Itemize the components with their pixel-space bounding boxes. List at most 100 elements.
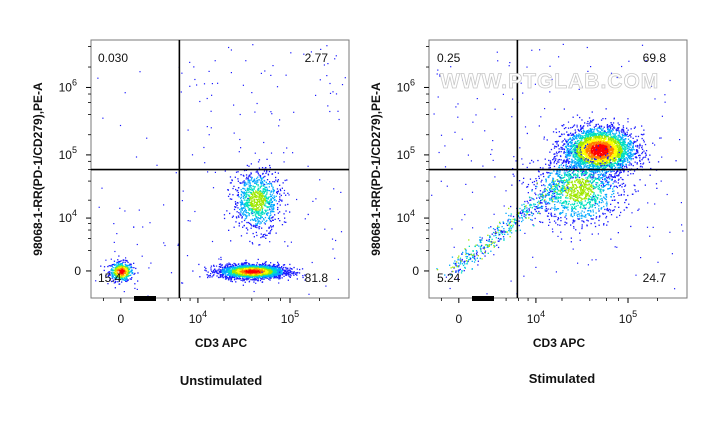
event-dot <box>131 272 134 274</box>
event-dot <box>283 269 285 271</box>
event-dot <box>286 268 289 270</box>
event-dot <box>111 269 114 271</box>
event-dot <box>239 208 241 211</box>
event-dot <box>251 218 253 220</box>
event-dot <box>114 287 116 289</box>
event-dot <box>121 264 123 266</box>
event-dot <box>257 276 259 279</box>
event-dot <box>256 279 258 281</box>
event-dot <box>263 269 265 271</box>
event-dot <box>120 276 122 279</box>
event-dot <box>253 188 255 190</box>
event-dot <box>232 273 234 276</box>
event-dot <box>112 267 114 269</box>
event-dot <box>263 141 265 144</box>
event-dot <box>567 151 570 153</box>
event-dot <box>647 159 650 161</box>
event-dot <box>232 267 235 269</box>
event-dot <box>277 212 279 214</box>
event-dot <box>601 167 604 169</box>
event-dot <box>226 269 229 272</box>
event-dot <box>234 273 236 275</box>
event-dot <box>253 205 256 207</box>
event-dot <box>256 182 258 184</box>
event-dot <box>257 196 259 198</box>
event-dot <box>262 277 265 279</box>
event-dot <box>120 263 122 265</box>
event-dot <box>264 188 266 191</box>
event-dot <box>109 279 111 282</box>
event-dot <box>242 276 244 278</box>
event-dot <box>254 111 256 113</box>
event-dot <box>558 150 560 153</box>
event-dot <box>255 225 257 227</box>
event-dot <box>566 144 568 146</box>
event-dot <box>609 128 612 130</box>
event-dot <box>275 179 277 181</box>
event-dot <box>246 188 249 191</box>
event-dot <box>582 156 585 158</box>
event-dot <box>287 270 289 273</box>
event-dot <box>229 267 231 270</box>
event-dot <box>268 186 270 188</box>
event-dot <box>230 182 232 184</box>
event-dot <box>278 264 280 267</box>
event-dot <box>259 265 261 267</box>
event-dot <box>266 265 268 268</box>
event-dot <box>265 194 267 196</box>
event-dot <box>123 271 126 273</box>
event-dot <box>623 171 625 173</box>
event-dot <box>276 191 278 193</box>
event-dot <box>649 154 651 156</box>
event-dot <box>259 194 261 196</box>
event-dot <box>260 179 262 181</box>
event-dot <box>253 219 256 221</box>
event-dot <box>331 238 334 240</box>
event-dot <box>234 271 236 273</box>
event-dot <box>287 203 289 206</box>
event-dot <box>233 273 235 275</box>
event-dot <box>252 232 254 235</box>
event-dot <box>277 264 279 267</box>
event-dot <box>240 265 242 267</box>
event-dot <box>205 270 207 272</box>
event-dot <box>227 189 229 191</box>
event-dot <box>590 164 592 166</box>
event-dot <box>118 277 120 279</box>
event-dot <box>256 201 259 204</box>
event-dot <box>122 273 125 276</box>
event-dot <box>257 280 259 282</box>
event-dot <box>257 185 259 187</box>
event-dot <box>281 269 283 272</box>
event-dot <box>247 204 249 206</box>
event-dot <box>272 274 274 276</box>
event-dot <box>115 271 117 274</box>
event-dot <box>580 184 582 186</box>
event-dot <box>261 181 263 183</box>
event-dot <box>271 201 273 203</box>
event-dot <box>632 154 634 156</box>
event-dot <box>260 264 262 266</box>
event-dot <box>622 160 624 162</box>
event-dot <box>206 126 208 128</box>
event-dot <box>605 134 607 137</box>
event-dot <box>285 269 287 271</box>
event-dot <box>633 141 635 143</box>
event-dot <box>272 210 274 213</box>
event-dot <box>250 227 252 229</box>
event-dot <box>100 265 102 267</box>
event-dot <box>117 281 119 283</box>
event-dot <box>254 271 256 273</box>
event-dot <box>242 207 244 209</box>
event-dot <box>230 49 232 51</box>
event-dot <box>572 153 574 155</box>
event-dot <box>245 182 247 184</box>
event-dot <box>613 146 615 149</box>
event-dot <box>261 264 263 266</box>
event-dot <box>609 130 611 132</box>
event-dot <box>244 204 247 206</box>
event-dot <box>260 201 263 203</box>
event-dot <box>268 267 270 269</box>
event-dot <box>256 207 258 209</box>
event-dot <box>608 147 610 149</box>
